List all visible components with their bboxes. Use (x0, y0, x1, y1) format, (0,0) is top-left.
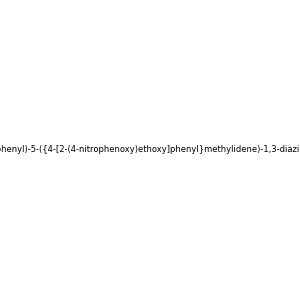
Text: (5Z)-1-(4-Methylphenyl)-5-({4-[2-(4-nitrophenoxy)ethoxy]phenyl}methylidene)-1,3-: (5Z)-1-(4-Methylphenyl)-5-({4-[2-(4-nitr… (0, 146, 300, 154)
